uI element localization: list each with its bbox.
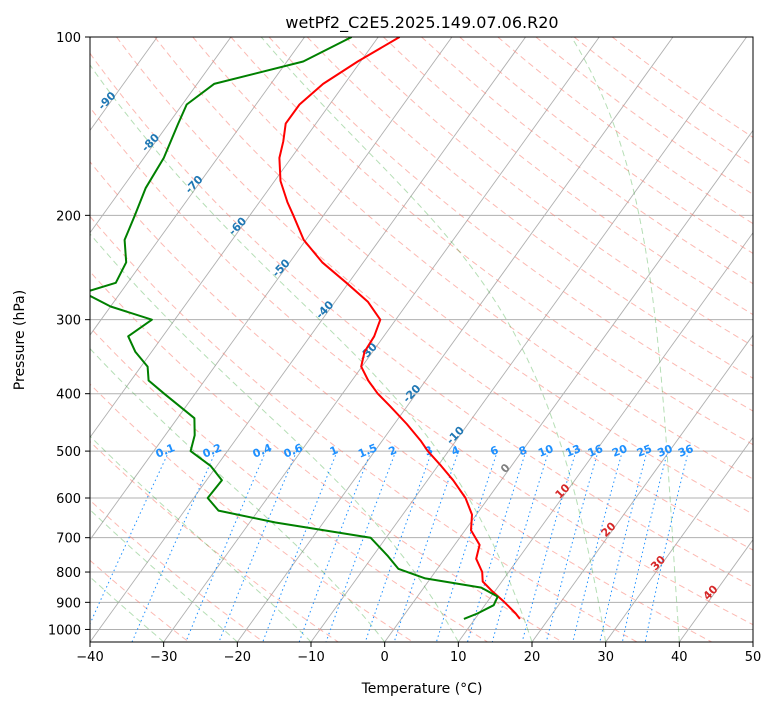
y-tick-label: 300 bbox=[56, 314, 81, 329]
x-tick-label: −30 bbox=[150, 650, 177, 665]
x-tick-label: 40 bbox=[671, 650, 688, 665]
y-tick-label: 600 bbox=[56, 492, 81, 507]
y-tick-label: 500 bbox=[56, 445, 81, 460]
x-tick-label: 10 bbox=[450, 650, 467, 665]
x-tick-label: 50 bbox=[745, 650, 762, 665]
x-tick-label: 20 bbox=[524, 650, 541, 665]
y-tick-label: 800 bbox=[56, 566, 81, 581]
y-tick-label: 700 bbox=[56, 532, 81, 547]
x-axis-label: Temperature (°C) bbox=[361, 681, 483, 697]
x-tick-label: 30 bbox=[597, 650, 614, 665]
x-tick-label: −10 bbox=[297, 650, 324, 665]
y-tick-label: 100 bbox=[56, 31, 81, 46]
chart-title: wetPf2_C2E5.2025.149.07.06.R20 bbox=[285, 13, 558, 33]
y-tick-label: 400 bbox=[56, 388, 81, 403]
x-tick-label: −40 bbox=[76, 650, 103, 665]
y-axis-label: Pressure (hPa) bbox=[12, 290, 28, 390]
x-tick-label: −20 bbox=[224, 650, 251, 665]
y-tick-label: 1000 bbox=[48, 623, 81, 638]
x-tick-label: 0 bbox=[381, 650, 389, 665]
y-tick-label: 900 bbox=[56, 596, 81, 611]
y-tick-label: 200 bbox=[56, 209, 81, 224]
